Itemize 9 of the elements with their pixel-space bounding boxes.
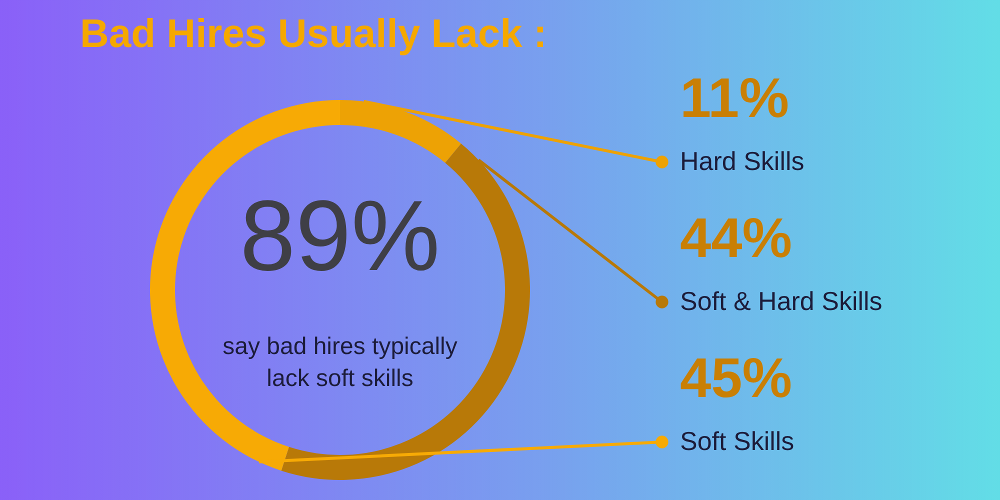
text: 89% bbox=[240, 180, 440, 292]
legend-label: Hard Skills bbox=[680, 146, 804, 176]
data-label: 45% bbox=[680, 346, 792, 409]
legend-label: Soft Skills bbox=[680, 426, 794, 456]
text: say bad hires typically lack soft skills bbox=[222, 333, 458, 392]
chart-title: Bad Hires Usually Lack : bbox=[80, 12, 547, 56]
data-label: 44% bbox=[680, 206, 792, 269]
legend-label: Soft & Hard Skills bbox=[680, 286, 882, 316]
data-label: 11% bbox=[680, 66, 789, 129]
